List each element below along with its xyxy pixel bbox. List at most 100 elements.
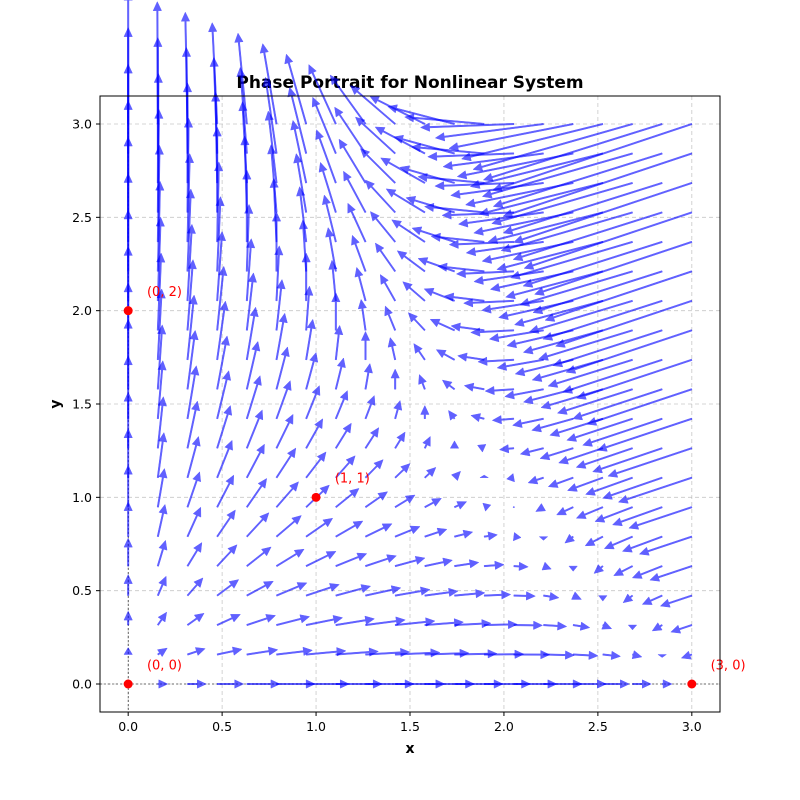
vector-arrow (513, 561, 529, 571)
vector-arrow (601, 620, 613, 630)
vector-arrow (157, 679, 169, 689)
vector-arrow (245, 512, 270, 538)
vector-arrow (246, 679, 281, 689)
vector-arrow (513, 620, 544, 630)
vector-arrow (334, 106, 367, 155)
vector-arrow (262, 76, 278, 154)
vector-arrow (246, 580, 274, 597)
vector-arrow (543, 621, 568, 631)
vector-arrow (554, 299, 693, 348)
vector-arrow (245, 409, 264, 449)
vector-arrow (216, 474, 235, 508)
vector-arrow (512, 506, 515, 509)
vector-arrow (631, 650, 643, 660)
vector-arrow (602, 650, 622, 660)
vector-arrow (601, 476, 663, 500)
vector-arrow (504, 388, 544, 400)
vector-arrow (359, 148, 397, 184)
vector-arrow (602, 679, 630, 689)
x-tick-label: 0.0 (118, 719, 138, 734)
vector-arrow (434, 181, 515, 191)
vector-arrow (472, 122, 633, 172)
vector-arrow (450, 322, 485, 332)
vector-arrow (305, 647, 347, 657)
vector-arrow (575, 358, 693, 400)
equilibrium-point (687, 679, 697, 689)
vector-arrow (394, 556, 426, 568)
vector-arrow (334, 390, 349, 420)
vector-arrow (338, 138, 367, 184)
vector-arrow (334, 422, 352, 449)
vector-arrow (216, 370, 232, 420)
vector-arrow (365, 585, 402, 597)
vector-arrow (394, 463, 411, 479)
vector-arrow (329, 74, 367, 125)
vector-arrow (477, 356, 515, 366)
vector-arrow (245, 340, 261, 390)
vector-arrow (592, 447, 663, 474)
equilibrium-label: (0, 0) (147, 658, 182, 673)
vector-arrow (454, 529, 474, 539)
vector-arrow (572, 388, 663, 421)
vector-arrow (477, 444, 487, 453)
vector-arrow (394, 617, 436, 627)
vector-arrow (354, 116, 397, 155)
vector-arrow (343, 170, 367, 214)
vector-arrow (566, 476, 604, 492)
vector-arrow (298, 219, 309, 272)
vector-arrow (454, 559, 480, 569)
equilibrium-point (311, 492, 321, 502)
vector-arrow (123, 464, 133, 508)
vector-arrow (216, 509, 236, 538)
vector-arrow (562, 358, 663, 394)
vector-arrow (463, 298, 515, 308)
vector-arrow (402, 281, 426, 302)
vector-arrow (276, 679, 316, 689)
vector-arrow (541, 561, 552, 571)
vector-arrow (407, 312, 426, 332)
vector-arrow (290, 119, 308, 184)
vector-arrow (394, 679, 446, 689)
vector-arrow (123, 610, 133, 626)
vector-arrow (364, 427, 380, 449)
vector-arrow (334, 455, 356, 479)
y-tick-label: 2.0 (72, 303, 92, 318)
y-tick-label: 2.5 (72, 210, 92, 225)
vector-arrow (566, 417, 634, 442)
vector-arrow (284, 53, 308, 125)
vector-arrow (156, 432, 168, 479)
vector-arrow (123, 574, 133, 596)
vector-arrow (502, 152, 693, 218)
vector-arrow (558, 447, 604, 465)
vector-arrow (275, 447, 297, 479)
vector-arrow (369, 211, 397, 243)
vector-arrow (186, 400, 201, 449)
vector-arrow (449, 440, 460, 449)
vector-arrow (186, 647, 206, 656)
vector-arrow (617, 476, 693, 504)
vector-arrow (543, 650, 575, 660)
vector-arrow (186, 294, 198, 361)
vector-arrow (423, 202, 485, 214)
vector-arrow (491, 415, 515, 425)
vector-arrow (454, 589, 486, 599)
equilibrium-points: (0, 0) (0, 2) (1, 1) (3, 0) (123, 285, 746, 689)
vector-arrow (538, 329, 634, 361)
vector-arrow (305, 615, 344, 627)
vector-arrow (305, 385, 321, 420)
vector-arrow (651, 622, 663, 632)
vector-arrow (522, 240, 663, 288)
vector-arrow (364, 523, 393, 538)
vector-arrow (275, 278, 286, 331)
vector-arrow (584, 535, 604, 547)
vector-arrow (394, 586, 431, 597)
vector-arrow (245, 306, 259, 361)
vector-arrow (245, 443, 265, 479)
vector-arrow (209, 56, 219, 154)
vector-arrow (484, 385, 515, 396)
vector-arrow (275, 548, 305, 568)
vector-arrow (429, 318, 456, 332)
vector-arrow (394, 431, 406, 449)
vector-arrow (593, 564, 605, 574)
vector-arrow (469, 152, 604, 189)
